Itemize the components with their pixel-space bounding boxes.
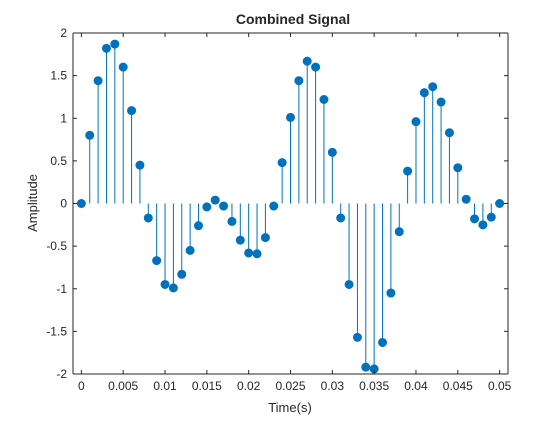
x-tick-label: 0.045 (443, 379, 473, 393)
x-tick-label: 0 (78, 379, 85, 393)
x-tick-label: 0.025 (275, 379, 305, 393)
y-tick-label: 1 (60, 111, 67, 125)
stem-point (495, 199, 505, 208)
chart-title: Combined Signal (236, 11, 350, 27)
x-tick-label: 0.01 (153, 379, 177, 393)
stem-point (135, 160, 145, 170)
stem-point (193, 221, 203, 231)
stem-point (277, 158, 287, 168)
stem-point (411, 117, 421, 127)
stem-point (177, 269, 187, 279)
stem-point (227, 216, 237, 226)
stem-point (327, 147, 337, 157)
y-tick-label: -0.5 (46, 239, 67, 253)
stem-point (394, 227, 404, 237)
stem-point (93, 76, 103, 86)
stem-point (294, 76, 304, 86)
stem-point (311, 62, 321, 72)
stem-markers (76, 39, 505, 374)
stem-point (470, 214, 480, 224)
stem-point (478, 220, 488, 230)
x-tick-label: 0.02 (237, 379, 261, 393)
stem-point (118, 62, 128, 72)
stem-point (344, 279, 354, 289)
stem-point (269, 201, 279, 211)
x-axis-ticks: 0 0.005 0.01 0.015 0.02 0.025 0.03 0.035 0.04 0.0… (78, 33, 512, 393)
y-axis-label: Amplitude (25, 174, 40, 232)
stem-point (202, 202, 212, 212)
y-axis-ticks: -2 -1.5 -1 -0.5 0 0.5 1 1.5 2 (46, 26, 508, 381)
x-tick-label: 0.04 (404, 379, 428, 393)
y-tick-label: -2 (56, 367, 67, 381)
x-tick-label: 0.015 (192, 379, 222, 393)
stem-point (486, 212, 496, 222)
stem-point (361, 362, 371, 372)
stem-point (76, 199, 86, 208)
x-axis-label: Time(s) (268, 400, 312, 415)
stem-point (152, 256, 162, 266)
y-tick-label: -1.5 (46, 324, 67, 338)
stem-lines (89, 44, 492, 369)
stem-point (302, 56, 312, 66)
stem-point (453, 163, 463, 173)
stem-point (461, 194, 471, 204)
stem-point (403, 166, 413, 176)
y-tick-label: 2 (60, 26, 67, 40)
stem-point (219, 201, 229, 211)
stem-point (260, 233, 270, 243)
stem-point (436, 97, 446, 107)
y-tick-label: -1 (56, 282, 67, 296)
stem-point (101, 43, 111, 53)
stem-point (185, 245, 195, 255)
y-tick-label: 0.5 (50, 154, 67, 168)
stem-point (210, 195, 220, 205)
stem-point (244, 248, 254, 258)
stem-point (386, 288, 396, 298)
stem-point (168, 283, 178, 293)
stem-point (352, 332, 362, 342)
stem-point (319, 94, 329, 104)
stem-point (85, 130, 95, 140)
stem-point (252, 249, 262, 259)
stem-point (127, 106, 137, 116)
y-tick-label: 0 (60, 197, 67, 211)
y-tick-label: 1.5 (50, 69, 67, 83)
stem-point (419, 88, 429, 98)
x-tick-label: 0.005 (108, 379, 138, 393)
stem-point (110, 39, 120, 49)
stem-point (444, 128, 454, 138)
stem-point (235, 235, 245, 245)
stem-point (160, 279, 170, 289)
stem-point (143, 213, 153, 223)
x-tick-label: 0.03 (321, 379, 345, 393)
stem-point (336, 213, 346, 223)
x-tick-label: 0.05 (488, 379, 512, 393)
x-tick-label: 0.035 (359, 379, 389, 393)
stem-point (286, 112, 295, 122)
stem-point (378, 337, 388, 347)
stem-point (428, 82, 438, 92)
